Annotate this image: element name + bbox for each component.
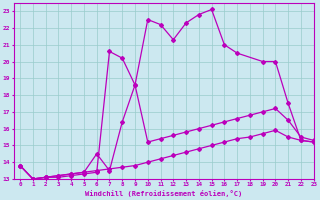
X-axis label: Windchill (Refroidissement éolien,°C): Windchill (Refroidissement éolien,°C): [85, 190, 242, 197]
